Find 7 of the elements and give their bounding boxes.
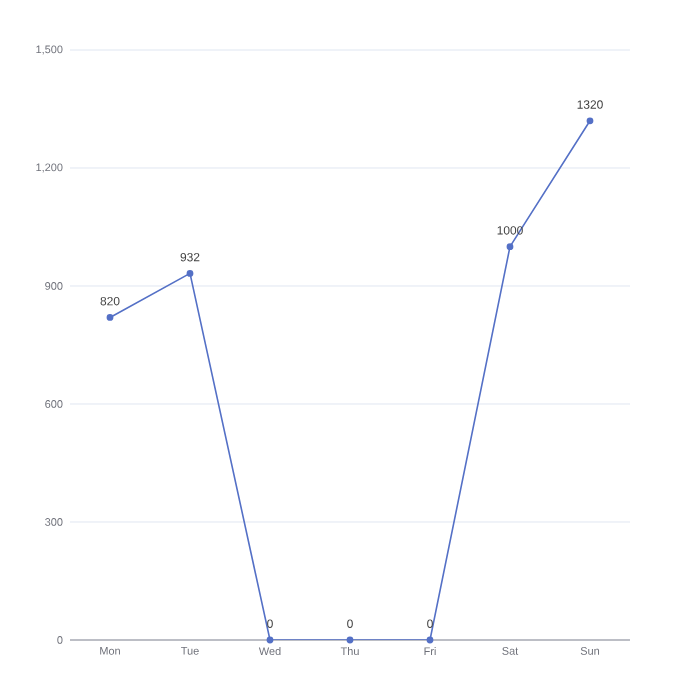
- point: [506, 243, 514, 251]
- point: [266, 636, 274, 644]
- point: [186, 270, 194, 277]
- point: [426, 636, 434, 644]
- point: [586, 117, 594, 125]
- point: [346, 636, 354, 644]
- point: [106, 314, 114, 321]
